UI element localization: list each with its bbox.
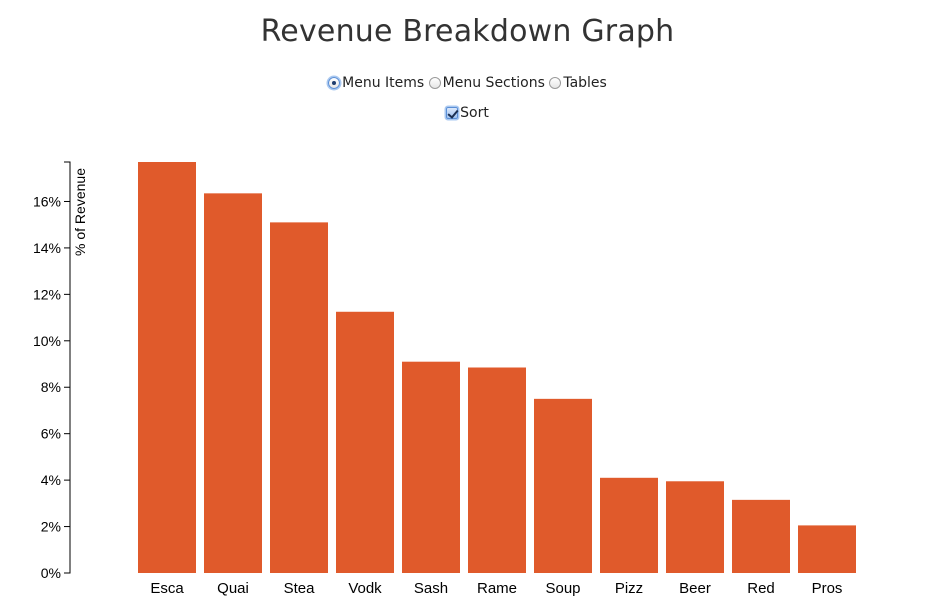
bar-vodk[interactable] xyxy=(336,311,394,573)
y-tick-label: 4% xyxy=(41,472,61,488)
y-tick-label: 8% xyxy=(41,379,61,395)
bar-quai[interactable] xyxy=(204,193,262,573)
bar-red[interactable] xyxy=(732,499,790,573)
y-tick-label: 14% xyxy=(33,240,61,256)
radio-menu-items[interactable]: Menu Items xyxy=(328,75,424,91)
bars xyxy=(138,162,856,574)
y-axis-label: % of Revenue xyxy=(72,168,88,256)
bar-esca[interactable] xyxy=(138,162,196,573)
x-tick-label: Sash xyxy=(414,580,448,597)
radio-menu-sections-button[interactable] xyxy=(428,77,441,89)
x-tick-label: Quai xyxy=(217,580,249,597)
x-tick-label: Esca xyxy=(150,580,184,597)
x-tick-label: Pizz xyxy=(615,580,643,597)
sort-toggle[interactable]: Sort xyxy=(446,105,489,121)
y-tick-label: 0% xyxy=(41,565,61,581)
y-tick-label: 16% xyxy=(33,193,61,209)
sort-checkbox[interactable] xyxy=(446,107,459,119)
bar-sash[interactable] xyxy=(402,361,460,573)
radio-menu-items-label: Menu Items xyxy=(342,75,425,91)
x-tick-label: Vodk xyxy=(348,580,382,597)
radio-tables-button[interactable] xyxy=(549,77,562,89)
y-axis-line xyxy=(64,161,71,574)
page-title: Revenue Breakdown Graph xyxy=(260,14,675,49)
x-tick-label: Rame xyxy=(477,580,517,597)
x-tick-label: Pros xyxy=(812,580,843,597)
x-axis-labels: Esca Quai Stea Vodk Sash Rame Soup Pizz Beer Red P… xyxy=(150,580,842,597)
bar-rame[interactable] xyxy=(468,367,526,574)
radio-tables-label: Tables xyxy=(563,75,607,91)
y-tick-label: 10% xyxy=(33,333,61,349)
y-tick-label: 6% xyxy=(41,426,61,442)
x-tick-label: Beer xyxy=(679,580,711,597)
bar-stea[interactable] xyxy=(270,222,328,574)
sort-control: Sort xyxy=(0,105,935,121)
radio-menu-items-button[interactable] xyxy=(328,77,341,89)
view-radio-group: Menu Items Menu Sections Tables xyxy=(0,75,935,91)
bar-soup[interactable] xyxy=(534,398,592,573)
x-tick-label: Stea xyxy=(284,580,316,597)
x-tick-label: Soup xyxy=(545,580,580,597)
y-axis: 0% 2% 4% 6% 8% 10% 12% 14% 16% xyxy=(33,161,71,581)
radio-tables[interactable]: Tables xyxy=(549,75,607,91)
sort-label: Sort xyxy=(460,105,489,121)
y-tick-label: 12% xyxy=(33,286,61,302)
y-tick-label: 2% xyxy=(41,519,61,535)
x-tick-label: Red xyxy=(747,580,775,597)
bar-pizz[interactable] xyxy=(600,477,658,573)
radio-menu-sections[interactable]: Menu Sections xyxy=(428,75,545,91)
bar-beer[interactable] xyxy=(666,481,724,573)
radio-menu-sections-label: Menu Sections xyxy=(442,75,545,91)
bar-pros[interactable] xyxy=(798,525,856,573)
